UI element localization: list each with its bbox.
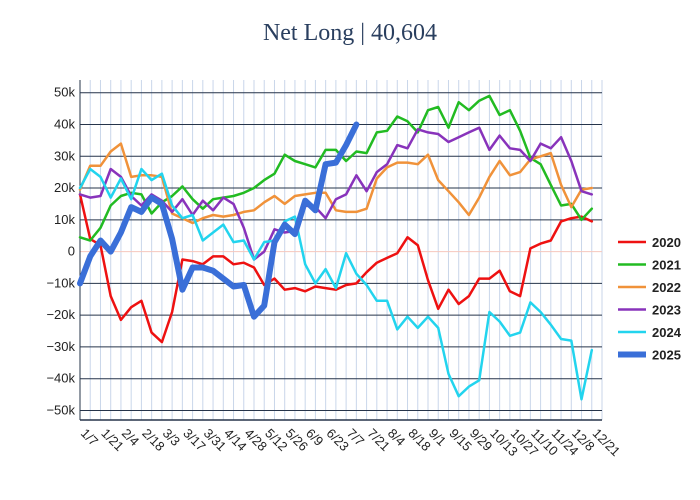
y-tick-label: −20k [46,307,75,322]
y-tick-label: 0 [68,244,75,259]
series-lines [77,94,594,401]
y-tick-label: 40k [54,116,75,131]
series-line-2023 [78,126,594,261]
y-tick-label: −50k [46,402,75,417]
y-tick-label: −10k [46,275,75,290]
x-tick-label: 1/7 [78,426,101,449]
legend-label-2021: 2021 [652,258,681,273]
series-line-2025 [77,121,360,320]
series-line-2020 [78,193,594,344]
legend-label-2020: 2020 [652,235,681,250]
legend-label-2022: 2022 [652,280,681,295]
y-tick-label: −30k [46,339,75,354]
axes: −50k−40k−30k−20k−10k010k20k30k40k50k1/71… [46,80,623,459]
legend: 2020 2021 2022 2023 2024 2025 [618,235,682,363]
y-tick-label: 50k [54,85,75,100]
chart-title: Net Long | 40,604 [263,20,437,46]
legend-label-2024: 2024 [652,325,682,340]
y-tick-label: −40k [46,371,75,386]
series-line-2021 [78,94,594,242]
y-tick-label: 10k [54,212,75,227]
legend-label-2023: 2023 [652,303,681,318]
legend-label-2025: 2025 [652,348,681,363]
series-line-2024 [78,167,594,401]
y-tick-label: 30k [54,148,75,163]
y-tick-label: 20k [54,180,75,195]
series-line-2022 [78,142,594,225]
grid [79,80,603,420]
